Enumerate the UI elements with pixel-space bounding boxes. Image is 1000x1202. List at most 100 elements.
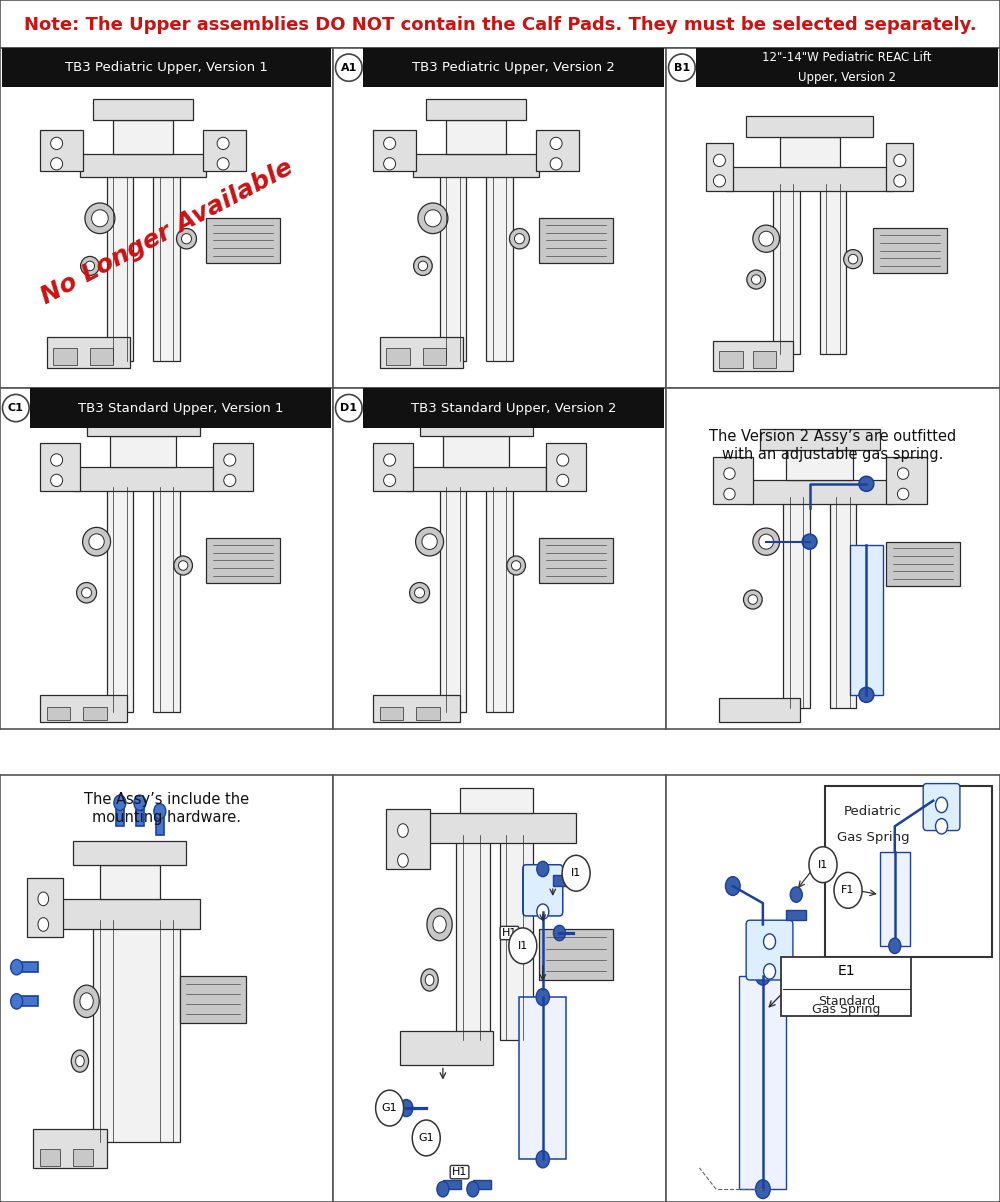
FancyBboxPatch shape (373, 695, 460, 722)
Circle shape (514, 233, 524, 244)
FancyBboxPatch shape (40, 444, 80, 490)
FancyBboxPatch shape (20, 996, 38, 1006)
Circle shape (747, 270, 766, 290)
FancyBboxPatch shape (420, 416, 533, 436)
FancyBboxPatch shape (213, 444, 253, 490)
Bar (363, 48, 664, 88)
Text: H1: H1 (502, 928, 517, 938)
FancyBboxPatch shape (746, 117, 873, 137)
Circle shape (414, 256, 432, 275)
Circle shape (752, 275, 761, 285)
FancyBboxPatch shape (33, 1130, 107, 1168)
Circle shape (51, 137, 63, 149)
FancyBboxPatch shape (786, 450, 853, 481)
Circle shape (410, 583, 430, 603)
Circle shape (85, 203, 115, 233)
FancyBboxPatch shape (73, 1149, 93, 1166)
Circle shape (418, 261, 428, 270)
FancyBboxPatch shape (380, 707, 403, 720)
Circle shape (756, 966, 770, 986)
Circle shape (550, 137, 562, 149)
Circle shape (81, 256, 99, 275)
Text: Gas Spring: Gas Spring (812, 1004, 881, 1017)
FancyBboxPatch shape (153, 171, 180, 362)
FancyBboxPatch shape (880, 852, 910, 946)
Circle shape (756, 1180, 770, 1198)
Circle shape (335, 54, 362, 82)
Circle shape (897, 468, 909, 480)
Circle shape (897, 488, 909, 500)
FancyBboxPatch shape (40, 130, 83, 171)
FancyBboxPatch shape (386, 347, 410, 364)
Circle shape (537, 904, 549, 920)
FancyBboxPatch shape (423, 347, 446, 364)
Circle shape (71, 1051, 89, 1072)
FancyBboxPatch shape (40, 695, 127, 722)
FancyBboxPatch shape (136, 803, 144, 826)
FancyBboxPatch shape (923, 784, 960, 831)
Circle shape (759, 231, 774, 246)
Text: G1: G1 (418, 1133, 434, 1143)
Circle shape (376, 1090, 404, 1126)
Circle shape (77, 583, 97, 603)
FancyBboxPatch shape (446, 119, 506, 154)
FancyBboxPatch shape (113, 119, 173, 154)
FancyBboxPatch shape (47, 707, 70, 720)
Circle shape (894, 174, 906, 188)
Text: I1: I1 (571, 868, 581, 879)
Circle shape (848, 255, 858, 264)
FancyBboxPatch shape (873, 228, 947, 273)
FancyBboxPatch shape (203, 130, 246, 171)
Circle shape (536, 1150, 549, 1168)
Circle shape (217, 157, 229, 169)
Circle shape (743, 590, 762, 609)
Circle shape (415, 588, 425, 597)
Circle shape (550, 157, 562, 169)
FancyBboxPatch shape (93, 921, 180, 1142)
Circle shape (753, 528, 780, 555)
Circle shape (764, 934, 776, 950)
FancyBboxPatch shape (850, 545, 883, 695)
Circle shape (802, 534, 817, 549)
FancyBboxPatch shape (536, 130, 579, 171)
Text: B1: B1 (674, 63, 690, 72)
Circle shape (437, 1182, 449, 1197)
Circle shape (335, 394, 362, 422)
Text: Pediatric: Pediatric (844, 805, 902, 817)
Circle shape (176, 228, 196, 249)
FancyBboxPatch shape (110, 436, 176, 466)
FancyBboxPatch shape (373, 130, 416, 171)
FancyBboxPatch shape (406, 466, 546, 490)
Circle shape (889, 938, 901, 953)
Text: G1: G1 (382, 1103, 397, 1113)
Circle shape (412, 1120, 440, 1156)
FancyBboxPatch shape (386, 809, 430, 869)
FancyBboxPatch shape (460, 787, 533, 814)
FancyBboxPatch shape (825, 786, 992, 957)
FancyBboxPatch shape (100, 864, 160, 899)
FancyBboxPatch shape (753, 351, 776, 368)
FancyBboxPatch shape (780, 137, 840, 167)
FancyBboxPatch shape (500, 835, 533, 1040)
Circle shape (2, 394, 29, 422)
FancyBboxPatch shape (786, 910, 806, 921)
FancyBboxPatch shape (886, 457, 927, 504)
FancyBboxPatch shape (400, 1031, 493, 1065)
Circle shape (114, 795, 126, 810)
Text: The Version 2 Assy’s are outfitted
with an adjustable gas spring.: The Version 2 Assy’s are outfitted with … (709, 429, 957, 462)
Circle shape (384, 157, 396, 169)
FancyBboxPatch shape (726, 167, 893, 191)
Text: TB3 Standard Upper, Version 1: TB3 Standard Upper, Version 1 (78, 401, 283, 415)
Text: F1: F1 (841, 886, 855, 895)
Circle shape (74, 986, 99, 1018)
Circle shape (11, 994, 23, 1008)
Circle shape (764, 964, 776, 980)
Circle shape (834, 873, 862, 909)
Circle shape (11, 959, 23, 975)
Circle shape (844, 250, 862, 269)
Text: TB3 Standard Upper, Version 2: TB3 Standard Upper, Version 2 (411, 401, 616, 415)
FancyBboxPatch shape (820, 184, 846, 355)
Text: No Longer Available: No Longer Available (36, 155, 297, 309)
Circle shape (154, 804, 166, 819)
Circle shape (398, 853, 408, 868)
